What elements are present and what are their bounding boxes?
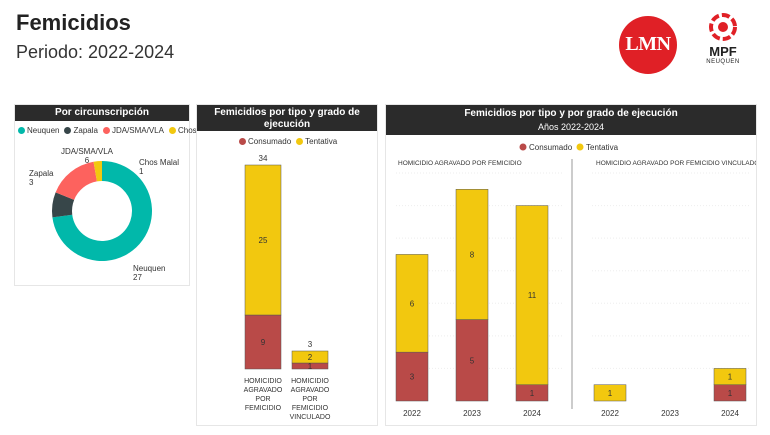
legend-label: JDA/SMA/VLA <box>111 126 164 135</box>
tipo-legend: Consumado Tentativa <box>239 137 342 146</box>
bar-tentativa-label: 11 <box>528 291 537 300</box>
donut-slice-value: 3 <box>29 178 34 187</box>
legend-label: Zapala <box>73 126 98 135</box>
legend-item-jda[interactable]: JDA/SMA/VLA <box>102 126 164 135</box>
bar-tentativa-label: 1 <box>608 389 613 398</box>
category-label: AGRAVADO <box>291 387 330 394</box>
category-label: HOMICIDIO <box>291 378 329 385</box>
donut-slice-chos-malal[interactable] <box>93 161 102 182</box>
donut-slice-jda-sma-vla[interactable] <box>55 161 97 200</box>
tipo-bar-chart: 9 25 34 HOMICIDIO AGRAVADO POR FEMICIDIO 12 3 HOM… <box>244 154 331 421</box>
bar-tentativa-label: 25 <box>259 236 268 245</box>
category-label: FEMICIDIO <box>292 405 329 412</box>
category-label: POR <box>255 396 270 403</box>
year-label: 2022 <box>601 409 619 418</box>
mpf-emblem-icon <box>709 13 737 41</box>
legend-item-tentativa[interactable]: Tentativa <box>296 137 337 146</box>
bar-tentativa-label: 8 <box>470 250 475 259</box>
legend-item-neuquen[interactable]: Neuquen <box>18 126 59 135</box>
donut-slice-value: 27 <box>133 273 142 282</box>
page-subtitle: Periodo: 2022-2024 <box>16 42 175 62</box>
card-anual-title: Femicidios por tipo y por grado de ejecu… <box>464 108 678 119</box>
year-label: 2022 <box>403 409 421 418</box>
anual-bar-chart: Consumado Tentativa HOMICIDIO AGRAVADO POR… <box>395 143 756 418</box>
card-anual-subtitle: Años 2022-2024 <box>537 122 605 132</box>
page-title: Femicidios <box>16 10 131 35</box>
legend-label: Tentativa <box>305 137 338 146</box>
panel-title: HOMICIDIO AGRAVADO POR FEMICIDIO <box>398 160 522 167</box>
donut-slice-value: 6 <box>85 156 90 165</box>
bar-tentativa[interactable] <box>593 384 627 402</box>
year-label: 2024 <box>523 409 541 418</box>
donut-slice-label: Chos Malal <box>139 158 179 167</box>
bar-consumado-label: 1 <box>308 362 313 371</box>
category-label: VINCULADO <box>290 414 331 421</box>
bar-tentativa[interactable] <box>291 350 329 364</box>
mpf-logo: MPF NEUQUEN <box>700 12 746 74</box>
bar-tentativa[interactable] <box>515 205 549 385</box>
bar-total-label: 34 <box>259 154 268 163</box>
bar-consumado-label: 3 <box>410 373 415 382</box>
card-anual: Femicidios por tipo y por grado de ejecu… <box>385 104 757 426</box>
mpf-logo-text: MPF <box>709 44 737 59</box>
year-label: 2023 <box>463 409 481 418</box>
legend-label: Consumado <box>248 137 292 146</box>
bar-total-label: 3 <box>308 340 313 349</box>
bar-tentativa[interactable] <box>244 164 282 316</box>
card-anual-header: Femicidios por tipo y por grado de ejecu… <box>386 105 756 135</box>
lmn-logo-text: LMN <box>625 33 671 55</box>
card-tipo: Femicidios por tipo y grado de ejecución… <box>196 104 378 426</box>
card-circunscripcion: Por circunscripción Neuquen Zapala JDA/SMA… <box>14 104 218 286</box>
year-label: 2024 <box>721 409 739 418</box>
bar-tentativa[interactable] <box>713 368 747 385</box>
bar-consumado-label: 5 <box>470 356 475 365</box>
bar-tentativa[interactable] <box>455 189 489 320</box>
category-label: HOMICIDIO <box>244 378 282 385</box>
legend-label-tentativa[interactable]: Tentativa <box>586 143 619 152</box>
donut-slice-zapala[interactable] <box>52 192 75 218</box>
bar-tentativa-label: 6 <box>410 299 415 308</box>
donut-slice-neuquen[interactable] <box>52 161 153 261</box>
legend-label-consumado[interactable]: Consumado <box>529 143 573 152</box>
category-label: FEMICIDIO <box>245 405 282 412</box>
bar-consumado-label: 9 <box>261 338 266 347</box>
card-circunscripcion-title: Por circunscripción <box>15 105 189 121</box>
donut-slice-label: Neuquen <box>133 264 165 273</box>
donut-slice-label: Zapala <box>29 169 54 178</box>
bar-tentativa-label: 1 <box>728 373 733 382</box>
category-label: POR <box>302 396 317 403</box>
legend-label: Neuquen <box>27 126 60 135</box>
legend-swatch-consumado <box>519 143 527 151</box>
bar-consumado[interactable] <box>455 319 489 402</box>
bar-consumado-label: 1 <box>728 389 733 398</box>
donut-slice-value: 1 <box>139 167 144 176</box>
legend-item-zapala[interactable]: Zapala <box>64 126 98 135</box>
bar-consumado-label: 1 <box>530 389 535 398</box>
card-tipo-title: Femicidios por tipo y grado de ejecución <box>197 105 377 131</box>
legend-swatch-tentativa <box>576 143 584 151</box>
lmn-logo: LMN <box>619 16 677 74</box>
panel-title: HOMICIDIO AGRAVADO POR FEMICIDIO VINCULA… <box>596 160 756 167</box>
legend-item-consumado[interactable]: Consumado <box>239 137 291 146</box>
bar-consumado[interactable] <box>244 314 282 370</box>
mpf-logo-subtext: NEUQUEN <box>706 59 740 65</box>
donut-slice-label: JDA/SMA/VLA <box>61 147 114 156</box>
year-label: 2023 <box>661 409 679 418</box>
category-label: AGRAVADO <box>244 387 283 394</box>
bar-tentativa[interactable] <box>395 254 429 353</box>
bar-tentativa-label: 2 <box>308 353 313 362</box>
